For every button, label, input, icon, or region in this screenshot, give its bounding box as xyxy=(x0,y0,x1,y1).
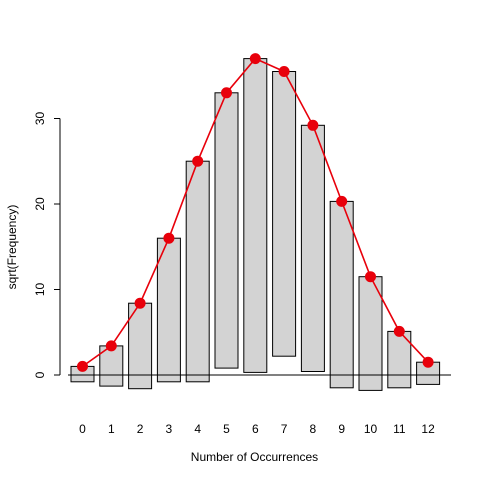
expected-point-3 xyxy=(163,232,175,244)
x-tick-label-1: 1 xyxy=(108,422,115,436)
expected-point-12 xyxy=(422,356,434,368)
x-tick-label-12: 12 xyxy=(421,422,435,436)
x-tick-label-5: 5 xyxy=(223,422,230,436)
x-tick-label-3: 3 xyxy=(166,422,173,436)
expected-point-1 xyxy=(105,340,117,352)
bars-layer xyxy=(70,58,441,391)
expected-point-4 xyxy=(192,155,204,167)
x-tick-label-4: 4 xyxy=(194,422,201,436)
y-axis-label: sqrt(Frequency) xyxy=(5,205,19,290)
x-tick-label-7: 7 xyxy=(281,422,288,436)
expected-point-11 xyxy=(393,325,405,337)
expected-point-10 xyxy=(365,271,376,283)
expected-point-6 xyxy=(249,53,261,65)
expected-points-layer xyxy=(77,53,434,372)
y-tick-label-0: 0 xyxy=(33,371,47,378)
expected-point-9 xyxy=(336,195,348,207)
expected-point-8 xyxy=(307,119,319,131)
expected-point-0 xyxy=(77,360,88,372)
x-tick-label-0: 0 xyxy=(79,422,86,436)
y-tick-label-20: 20 xyxy=(33,197,47,211)
expected-point-5 xyxy=(221,87,232,99)
x-axis-label: Number of Occurrences xyxy=(191,450,318,464)
expected-point-7 xyxy=(278,66,290,77)
bar-10 xyxy=(358,276,383,391)
y-tick-label-30: 30 xyxy=(33,112,47,126)
bar-5 xyxy=(214,92,239,369)
y-axis: 0 10 20 30 xyxy=(33,112,61,378)
x-tick-label-2: 2 xyxy=(137,422,144,436)
x-tick-label-6: 6 xyxy=(252,422,259,436)
expected-point-2 xyxy=(134,297,146,309)
bar-8 xyxy=(300,124,325,372)
bar-3 xyxy=(156,237,181,383)
bar-9 xyxy=(329,200,354,389)
x-tick-labels: 0 1 2 3 4 5 6 7 8 9 10 11 12 xyxy=(79,422,435,436)
bar-4 xyxy=(185,160,210,383)
x-tick-label-8: 8 xyxy=(310,422,317,436)
x-tick-label-11: 11 xyxy=(393,422,406,436)
x-tick-label-10: 10 xyxy=(364,422,378,436)
bar-7 xyxy=(272,71,297,357)
x-tick-label-9: 9 xyxy=(338,422,345,436)
y-tick-label-10: 10 xyxy=(33,283,47,297)
bar-6 xyxy=(243,58,268,373)
